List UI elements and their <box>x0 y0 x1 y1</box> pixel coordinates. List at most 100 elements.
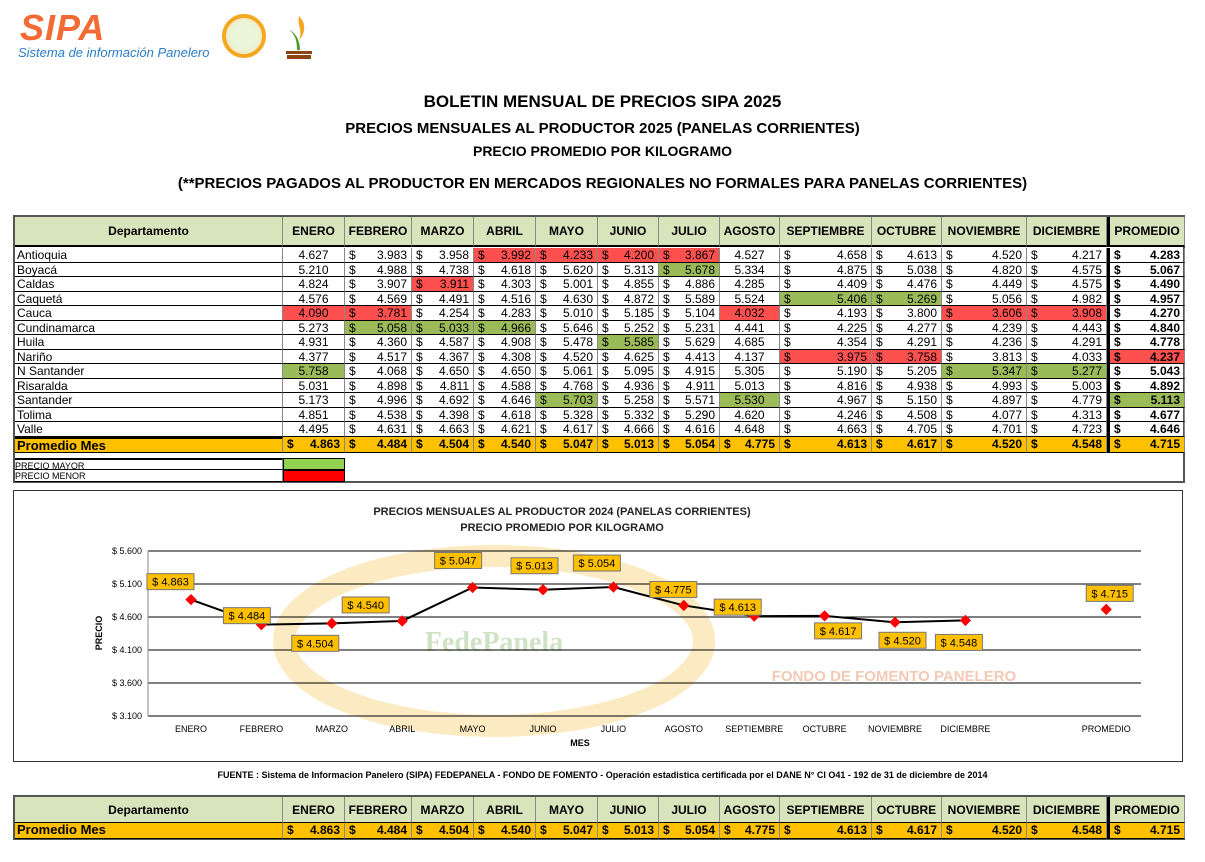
data-label-box <box>878 631 927 649</box>
price-cell: $4.617 <box>872 436 942 453</box>
legend-highest-swatch <box>283 458 345 470</box>
currency-symbol: $ <box>349 823 356 837</box>
currency-symbol: $ <box>663 378 670 393</box>
currency-symbol: $ <box>724 436 731 451</box>
y-tick-label: $ 4.600 <box>112 612 142 622</box>
currency-symbol: $ <box>602 277 609 291</box>
price-value: 3.992 <box>500 248 531 262</box>
currency-symbol: $ <box>876 393 883 407</box>
currency-symbol: $ <box>876 291 883 306</box>
column-header: JUNIO <box>598 797 659 823</box>
price-value: 4.538 <box>376 407 407 422</box>
x-tick-label: ABRIL <box>389 724 415 734</box>
x-tick-label: SEPTIEMBRE <box>725 724 783 734</box>
currency-symbol: $ <box>540 393 547 407</box>
price-value: 5.150 <box>906 393 937 407</box>
chart-subtitle: PRECIO PROMEDIO POR KILOGRAMO <box>460 522 664 534</box>
currency-symbol: $ <box>416 248 423 262</box>
price-cell: $5.003 <box>1027 378 1107 393</box>
summary-table: Departamento ENERO FEBRERO MARZO ABRIL MAYO JU… <box>13 795 1185 840</box>
currency-symbol: $ <box>1114 407 1121 422</box>
price-value: 4.569 <box>376 291 407 306</box>
currency-symbol: $ <box>1114 823 1121 837</box>
price-cell: $4.476 <box>872 277 942 292</box>
data-label: $ 4.775 <box>655 584 692 596</box>
currency-symbol: $ <box>540 262 547 277</box>
chart-svg: FedePanela FONDO DE FOMENTO PANELERO PRECI… <box>94 506 1141 748</box>
currency-symbol: $ <box>946 378 953 393</box>
currency-symbol: $ <box>663 364 670 378</box>
price-value: 4.863 <box>309 436 340 451</box>
price-cell: $4.540 <box>474 823 536 839</box>
currency-symbol: $ <box>663 393 670 407</box>
currency-symbol: $ <box>1114 436 1121 451</box>
price-cell: $5.620 <box>536 262 598 277</box>
price-value: 4.548 <box>1071 823 1102 837</box>
currency-symbol: $ <box>349 277 356 291</box>
price-value: 4.666 <box>623 422 654 436</box>
column-header: Departamento <box>15 797 283 823</box>
price-value: 5.347 <box>991 364 1022 378</box>
data-label: $ 4.520 <box>884 635 921 647</box>
price-value: 4.616 <box>684 422 715 436</box>
price-value: 4.491 <box>438 291 469 306</box>
data-label: $ 4.613 <box>719 602 756 614</box>
currency-symbol: $ <box>1114 393 1121 407</box>
column-header: PROMEDIO <box>1107 797 1185 823</box>
price-value: 4.613 <box>836 436 867 451</box>
price-value: 5.252 <box>623 320 654 335</box>
currency-symbol: $ <box>663 407 670 422</box>
currency-symbol: $ <box>1114 320 1121 335</box>
price-value: 5.033 <box>438 320 469 335</box>
price-value: 4.291 <box>1071 335 1102 349</box>
price-cell: 5.524 <box>720 291 780 306</box>
currency-symbol: $ <box>478 306 485 320</box>
currency-symbol: $ <box>876 335 883 349</box>
price-value: 4.938 <box>906 378 937 393</box>
currency-symbol: $ <box>946 262 953 277</box>
price-value: 4.658 <box>836 248 867 262</box>
price-value: 4.033 <box>1071 349 1102 364</box>
price-cell: $4.277 <box>872 320 942 335</box>
currency-symbol: $ <box>1114 378 1121 393</box>
column-header: FEBRERO <box>345 217 412 247</box>
price-cell: $4.650 <box>412 364 474 379</box>
price-value: 4.911 <box>685 378 715 393</box>
currency-symbol: $ <box>724 823 731 837</box>
price-value: 4.517 <box>376 349 407 364</box>
price-cell: $4.193 <box>780 306 872 321</box>
price-cell: $4.618 <box>474 262 536 277</box>
price-cell: $4.613 <box>780 436 872 453</box>
price-value: 4.516 <box>500 291 531 306</box>
price-value: 4.409 <box>836 277 867 291</box>
currency-symbol: $ <box>1031 349 1038 364</box>
price-value: 4.504 <box>438 436 469 451</box>
fondo-watermark-text: FONDO DE FOMENTO PANELERO <box>772 668 1017 685</box>
price-cell: $4.291 <box>872 335 942 350</box>
price-value: 4.966 <box>500 320 531 335</box>
price-cell: $4.587 <box>412 335 474 350</box>
currency-symbol: $ <box>1031 306 1038 320</box>
column-header: ENERO <box>283 217 345 247</box>
price-value: 4.996 <box>376 393 407 407</box>
price-cell: $4.443 <box>1027 320 1107 335</box>
price-value: 4.508 <box>906 407 937 422</box>
column-header: AGOSTO <box>720 217 780 247</box>
data-point <box>818 610 831 622</box>
currency-symbol: $ <box>1114 277 1121 291</box>
fedepanela-watermark-text: FedePanela <box>425 627 563 658</box>
currency-symbol: $ <box>1031 422 1038 436</box>
price-value: 5.013 <box>623 823 654 837</box>
price-cell: $4.840 <box>1107 320 1185 335</box>
price-cell: $4.967 <box>780 393 872 408</box>
price-value: 4.484 <box>376 436 407 451</box>
price-cell: $5.205 <box>872 364 942 379</box>
currency-symbol: $ <box>349 349 356 364</box>
currency-symbol: $ <box>1114 262 1121 277</box>
currency-symbol: $ <box>478 436 485 451</box>
currency-symbol: $ <box>349 364 356 378</box>
price-cell: $4.367 <box>412 349 474 364</box>
currency-symbol: $ <box>876 378 883 393</box>
price-value: 4.897 <box>991 393 1022 407</box>
price-cell: $4.360 <box>345 335 412 350</box>
